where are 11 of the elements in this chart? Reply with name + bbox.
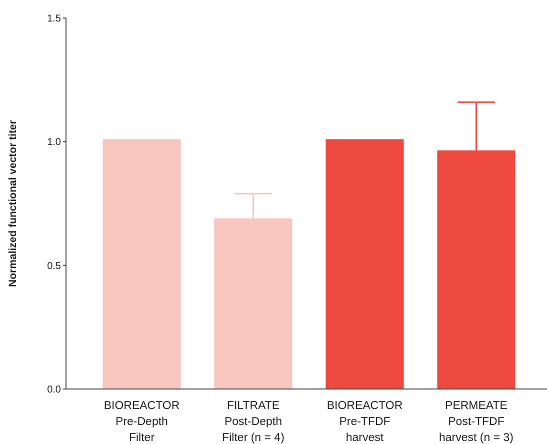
y-tick-label: 1.0 (47, 137, 62, 148)
bar (326, 139, 404, 389)
x-tick-label: BIOREACTOR Pre-Depth Filter (104, 400, 180, 444)
y-tick-label: 1.5 (47, 14, 62, 24)
bar (102, 139, 181, 389)
x-tick-label: PERMEATE Post-TFDF harvest (n = 3) (439, 400, 514, 444)
x-tick-label: BIOREACTOR Pre-TFDF harvest (326, 400, 403, 444)
y-tick-label: 0.0 (47, 384, 62, 396)
y-tick-label: 0.5 (47, 260, 62, 272)
x-tick-label: FILTRATE Post-Depth Filter (n = 4) (222, 400, 285, 444)
y-axis-title: Normalized functional vector titer (7, 120, 19, 287)
